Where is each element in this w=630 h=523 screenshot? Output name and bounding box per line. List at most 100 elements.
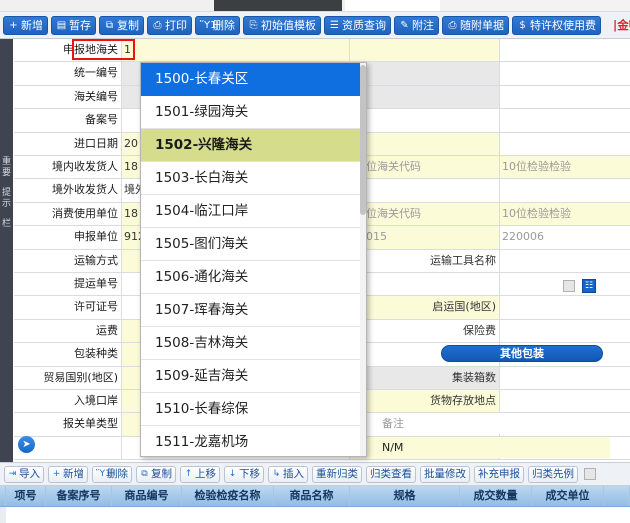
dropdown-item[interactable]: 1500-长春关区 — [141, 63, 366, 96]
form-field-secondary[interactable] — [350, 179, 500, 202]
goods-toolbar-button-10[interactable]: 补充申报 — [474, 465, 524, 483]
expand-more-button[interactable]: ➤ — [18, 436, 35, 453]
toolbar-button-0[interactable]: + 新增 — [3, 15, 48, 35]
dropdown-item[interactable]: 1511-龙嘉机场 — [141, 426, 366, 456]
attach-icon: ⎙ — [448, 19, 457, 31]
table-column-header[interactable]: 规格 — [350, 486, 460, 506]
dropdown-item[interactable]: 1509-延吉海关 — [141, 360, 366, 393]
table-column-header[interactable]: 项号 — [6, 486, 46, 506]
form-field-tertiary[interactable] — [500, 132, 630, 155]
toolbar-button-8[interactable]: ⎙ 随附单据 — [442, 15, 509, 35]
toolbar-button-1[interactable]: ▤ 暂存 — [51, 15, 96, 35]
goods-toolbar-checkbox[interactable] — [584, 468, 596, 480]
form-field-secondary[interactable]: 货物存放地点 — [350, 390, 500, 413]
form-field-secondary[interactable] — [350, 273, 500, 296]
goods-toolbar-button-7[interactable]: 重新归类 — [312, 465, 362, 483]
form-field-secondary[interactable]: 保险费 — [350, 319, 500, 343]
goods-toolbar-button-label: 归类查看 — [370, 468, 412, 480]
goods-toolbar-button-6[interactable]: ↳ 插入 — [268, 465, 308, 483]
goods-toolbar-button-0[interactable]: ⇥ 导入 — [4, 465, 44, 483]
dropdown-item[interactable]: 1502-兴隆海关 — [141, 129, 366, 162]
table-column-header[interactable] — [604, 486, 630, 506]
table-header-gutter — [0, 486, 6, 506]
table-column-header[interactable]: 商品名称 — [274, 486, 350, 506]
transport-checkbox[interactable] — [563, 280, 575, 292]
form-label: 进口日期 — [14, 132, 122, 155]
form-field-secondary[interactable] — [350, 132, 500, 155]
toolbar-button-6[interactable]: ☰ 资质查询 — [324, 15, 391, 35]
goods-toolbar-button-3[interactable]: ⧉ 复制 — [136, 465, 176, 483]
form-field-tertiary[interactable] — [500, 85, 630, 109]
goods-toolbar-button-11[interactable]: 归类先例 — [528, 465, 578, 483]
form-label: 贸易国别(地区) — [14, 366, 122, 389]
form-field-tertiary[interactable] — [500, 390, 630, 413]
dropdown-item[interactable]: 1508-吉林海关 — [141, 327, 366, 360]
goods-toolbar-button-9[interactable]: 批量修改 — [420, 465, 470, 483]
toolbar-button-7[interactable]: ✎ 附注 — [394, 15, 439, 35]
toolbar-button-5[interactable]: ⎘ 初始值模板 — [243, 15, 321, 35]
other-package-button[interactable]: 其他包装 — [441, 345, 603, 362]
rail-char: 重 — [1, 157, 11, 167]
form-field-tertiary[interactable]: 220006 — [500, 226, 630, 249]
table-column-header[interactable]: 成交数量 — [460, 486, 532, 506]
form-field-secondary[interactable] — [350, 62, 500, 85]
plus-icon: + — [9, 19, 18, 31]
goods-table-header: 项号 备案序号 商品编号 检验检疫名称 商品名称 规格 成交数量 成交单位 — [0, 486, 630, 507]
goods-toolbar-button-8[interactable]: 归类查看 — [366, 465, 416, 483]
form-label: 消费使用单位 — [14, 202, 122, 226]
dropdown-item[interactable]: 1506-通化海关 — [141, 261, 366, 294]
form-field-tertiary[interactable]: 10位检验检验 — [500, 202, 630, 226]
form-field-tertiary[interactable] — [500, 39, 630, 62]
form-field-secondary[interactable] — [350, 109, 500, 132]
form-field-secondary[interactable] — [350, 85, 500, 109]
form-field-tertiary[interactable] — [500, 296, 630, 319]
goods-toolbar-button-5[interactable]: ↓ 下移 — [224, 465, 264, 483]
goods-toolbar-button-1[interactable]: + 新增 — [48, 465, 88, 483]
form-field-secondary[interactable]: 10位海关代码 — [350, 202, 500, 226]
import-icon: ⇥ — [8, 469, 17, 479]
insert-icon: ↳ — [272, 469, 281, 479]
dropdown-item[interactable]: 1501-绿园海关 — [141, 96, 366, 129]
toolbar-button-9[interactable]: $ 特许权使用费 — [512, 15, 601, 35]
table-column-header[interactable]: 检验检疫名称 — [182, 486, 274, 506]
form-field-secondary[interactable]: 22015 — [350, 226, 500, 249]
form-field-value[interactable]: 1 — [122, 39, 350, 62]
customs-district-dropdown[interactable]: 1500-长春关区 1501-绿园海关 1502-兴隆海关 1503-长白海关 1504… — [140, 62, 367, 457]
form-field-secondary[interactable]: 启运国(地区) — [350, 296, 500, 319]
dropdown-item[interactable]: 1503-长白海关 — [141, 162, 366, 195]
goods-toolbar-button-4[interactable]: ↑ 上移 — [180, 465, 220, 483]
toolbar-button-3[interactable]: ⎙ 打印 — [147, 15, 192, 35]
form-field-tertiary[interactable]: 10位检验检验 — [500, 156, 630, 179]
form-field-tertiary[interactable] — [500, 366, 630, 389]
table-column-header[interactable]: 成交单位 — [532, 486, 604, 506]
form-field-tertiary[interactable] — [500, 249, 630, 272]
form-field-tertiary[interactable] — [500, 319, 630, 343]
template-icon: ⎘ — [249, 19, 258, 31]
dropdown-item[interactable]: 1510-长春综保 — [141, 393, 366, 426]
dropdown-scrollbar[interactable] — [360, 63, 366, 456]
table-column-header[interactable]: 商品编号 — [112, 486, 182, 506]
form-field-tertiary[interactable] — [500, 179, 630, 202]
goods-toolbar-button-label: 重新归类 — [316, 468, 358, 480]
dropdown-item[interactable]: 1505-图们海关 — [141, 228, 366, 261]
remark-input[interactable]: 备注 — [380, 413, 610, 435]
form-field-secondary[interactable]: 运输工具名称 — [350, 249, 500, 272]
dropdown-item[interactable]: 1507-珲春海关 — [141, 294, 366, 327]
goods-toolbar-button-label: 导入 — [19, 468, 40, 480]
form-field-tertiary[interactable] — [500, 62, 630, 85]
marks-input[interactable]: N/M — [380, 436, 610, 458]
table-column-header[interactable]: 备案序号 — [46, 486, 112, 506]
form-field-secondary[interactable]: 集装箱数 — [350, 366, 500, 389]
rail-gap — [0, 179, 13, 188]
form-field-secondary[interactable] — [350, 39, 500, 62]
toolbar-button-2[interactable]: ⧉ 复制 — [99, 15, 144, 35]
dropdown-item[interactable]: 1504-临江口岸 — [141, 195, 366, 228]
form-field-tertiary[interactable] — [500, 109, 630, 132]
form-field-secondary[interactable]: 10位海关代码 — [350, 156, 500, 179]
goods-toolbar-button-2[interactable]: Ὕ1 删除 — [92, 465, 132, 483]
toolbar-button-4[interactable]: Ὕ1 删除 — [195, 15, 240, 35]
transport-detail-icon[interactable]: ☷ — [582, 279, 596, 293]
top-right-pane-2 — [440, 0, 630, 11]
up-icon: ↑ — [184, 469, 193, 479]
